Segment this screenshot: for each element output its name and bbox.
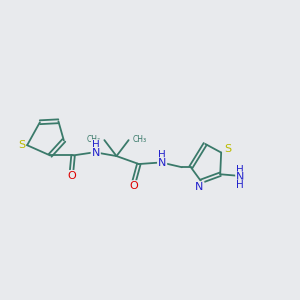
Text: H: H (158, 150, 166, 161)
Text: S: S (18, 140, 25, 150)
Text: S: S (224, 144, 231, 154)
Text: CH₃: CH₃ (86, 135, 100, 144)
Text: O: O (130, 181, 138, 191)
Text: H: H (236, 165, 244, 175)
Text: N: N (158, 158, 166, 168)
Text: N: N (195, 182, 204, 192)
Text: H: H (92, 140, 100, 150)
Text: N: N (92, 148, 100, 158)
Text: O: O (67, 171, 76, 181)
Text: CH₃: CH₃ (132, 135, 147, 144)
Text: N: N (236, 172, 244, 182)
Text: H: H (236, 180, 244, 190)
